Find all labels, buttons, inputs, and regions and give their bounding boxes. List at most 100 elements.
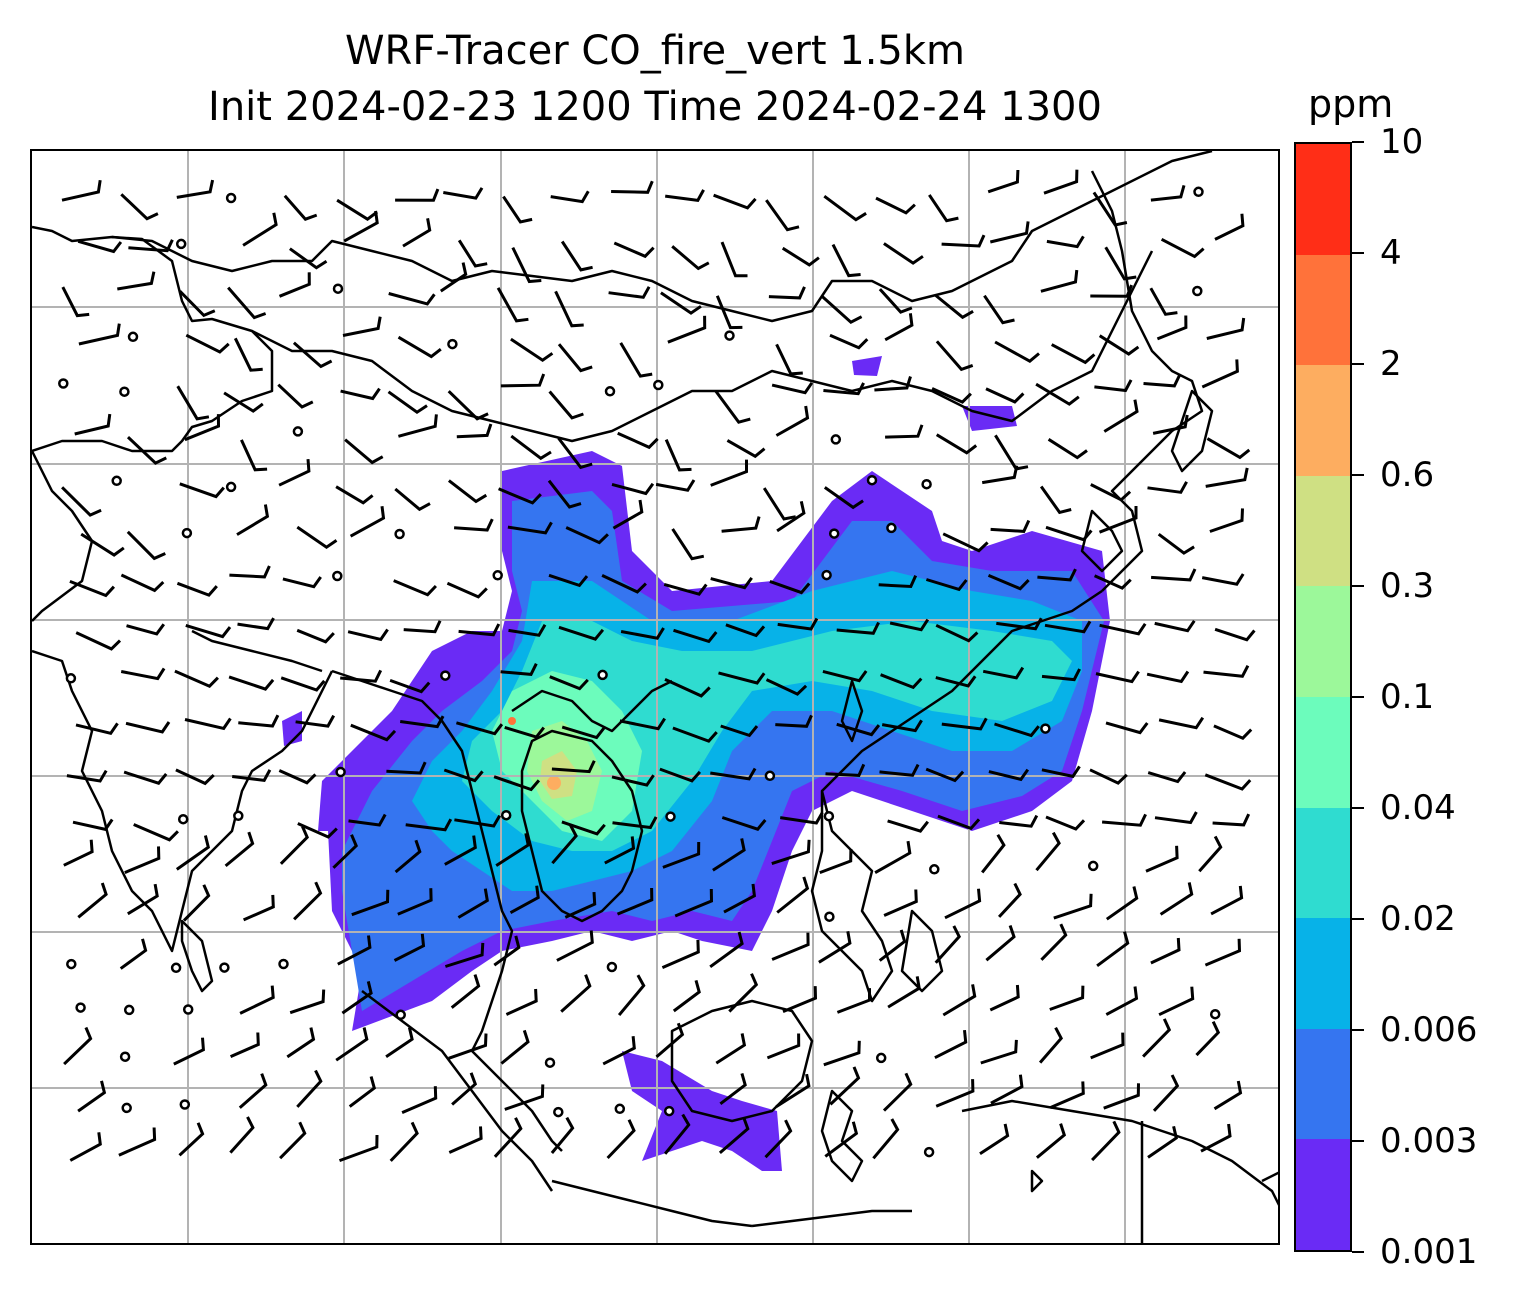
calm-wind-marker: [1192, 285, 1203, 297]
wind-barb: [238, 1073, 268, 1109]
wind-barb: [1101, 813, 1147, 827]
wind-barb: [176, 385, 210, 421]
wind-barb: [714, 390, 751, 424]
calm-wind-marker: [332, 283, 344, 294]
wind-barb: [1158, 716, 1205, 730]
wind-barb: [981, 833, 1006, 874]
wind-barb: [457, 888, 489, 919]
wind-barb: [771, 839, 811, 866]
wind-barb: [776, 500, 806, 533]
wind-barb: [994, 340, 1040, 364]
wind-barb: [447, 390, 489, 421]
wind-barb: [550, 1116, 575, 1154]
wind-barb: [444, 835, 477, 866]
wind-barb: [782, 986, 818, 1013]
wind-barb: [818, 931, 852, 964]
wind-barb: [63, 839, 94, 867]
wind-barb: [1209, 508, 1244, 533]
wind-barb: [781, 246, 820, 267]
wind-barb: [872, 1118, 900, 1160]
wind-barb: [1156, 315, 1188, 341]
wind-barb: [776, 876, 810, 914]
wind-barb: [236, 504, 270, 536]
colorbar-tick: [1352, 1029, 1364, 1031]
wind-barb: [996, 617, 1043, 631]
colorbar-tick-label: 0.1: [1380, 677, 1435, 717]
wind-barb: [240, 439, 268, 472]
wind-barb: [495, 832, 530, 867]
wind-barb: [389, 1121, 419, 1162]
wind-barb: [185, 333, 230, 354]
wind-barb: [1154, 619, 1196, 633]
wind-barb: [511, 246, 542, 284]
wind-barb: [550, 190, 590, 204]
wind-barb: [990, 1074, 1024, 1105]
wind-barb: [660, 291, 702, 315]
calm-wind-marker: [929, 864, 940, 875]
wind-barb: [942, 532, 989, 553]
wind-barb: [1046, 235, 1085, 249]
wind-barb: [616, 887, 654, 916]
calm-wind-marker: [332, 570, 343, 582]
wind-barb: [934, 293, 974, 320]
wind-barb: [443, 187, 484, 200]
wind-barb: [620, 627, 665, 640]
wind-barb: [934, 925, 962, 964]
wind-barb: [289, 247, 328, 270]
wind-barb: [1043, 169, 1079, 195]
wind-barb: [672, 980, 701, 1013]
wind-barb: [935, 433, 978, 455]
wind-barb: [983, 294, 1015, 325]
wind-barb: [606, 1119, 636, 1160]
wind-barb: [343, 210, 379, 243]
wind-barb: [1142, 1018, 1172, 1058]
wind-barb: [505, 988, 538, 1016]
wind-barb: [397, 335, 442, 359]
calm-wind-marker: [544, 1057, 556, 1068]
wind-barb: [601, 574, 647, 594]
wind-barb: [228, 675, 275, 691]
wind-barb: [935, 623, 979, 643]
wind-barb: [178, 290, 216, 318]
wind-barb: [1105, 886, 1139, 921]
wind-barb: [1045, 525, 1093, 542]
wind-barb: [174, 669, 219, 688]
wind-barb: [458, 623, 501, 637]
wind-barb: [720, 724, 759, 738]
wind-barb: [611, 482, 655, 496]
wind-barb: [185, 623, 232, 639]
wind-barb: [1213, 1080, 1243, 1111]
wind-barb: [126, 530, 166, 561]
wind-barb: [1149, 287, 1178, 316]
wind-barb: [1098, 334, 1140, 356]
calm-wind-marker: [121, 1102, 132, 1114]
wind-barb: [989, 221, 1030, 244]
calm-wind-marker: [663, 1105, 675, 1117]
calm-wind-marker: [1193, 186, 1204, 198]
wind-barb: [874, 376, 912, 392]
plume-hotspot: [547, 776, 561, 790]
wind-barb: [233, 337, 263, 372]
wind-barb: [565, 526, 609, 545]
calm-wind-marker: [866, 474, 878, 486]
wind-barb: [77, 239, 123, 254]
wind-barb: [836, 621, 880, 635]
wind-barb: [560, 240, 593, 272]
wind-barb: [662, 841, 701, 869]
wind-barb: [825, 763, 866, 777]
wind-barb: [229, 1032, 260, 1058]
wind-barb: [508, 624, 547, 637]
wind-barb: [1213, 724, 1253, 740]
wind-barb: [1198, 835, 1223, 873]
wind-barb: [667, 315, 707, 344]
wind-barb: [881, 719, 923, 733]
calm-wind-marker: [447, 338, 458, 350]
wind-barb: [1214, 213, 1245, 241]
calm-wind-marker: [225, 481, 237, 493]
wind-barb: [335, 1027, 369, 1062]
wind-barb: [277, 383, 314, 409]
wind-barb: [496, 287, 529, 323]
wind-barb: [999, 814, 1039, 828]
wind-barb: [715, 295, 743, 330]
colorbar-segment: [1296, 365, 1350, 476]
